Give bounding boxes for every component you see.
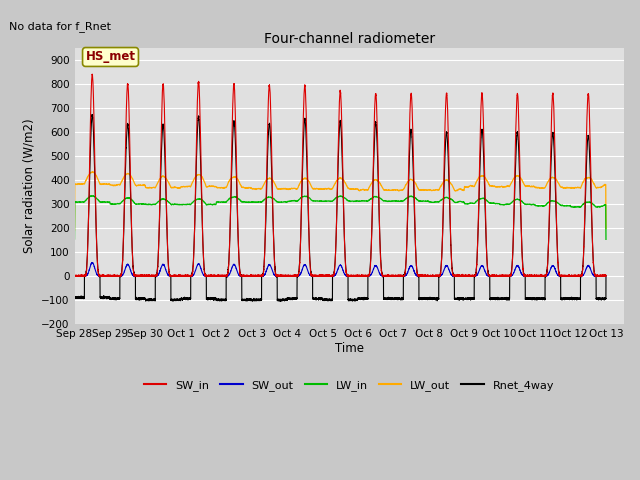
X-axis label: Time: Time — [335, 341, 364, 355]
Title: Four-channel radiometer: Four-channel radiometer — [264, 32, 435, 46]
Y-axis label: Solar radiation (W/m2): Solar radiation (W/m2) — [23, 119, 36, 253]
Text: No data for f_Rnet: No data for f_Rnet — [8, 21, 111, 32]
Legend: SW_in, SW_out, LW_in, LW_out, Rnet_4way: SW_in, SW_out, LW_in, LW_out, Rnet_4way — [140, 376, 559, 396]
Text: HS_met: HS_met — [86, 50, 136, 63]
